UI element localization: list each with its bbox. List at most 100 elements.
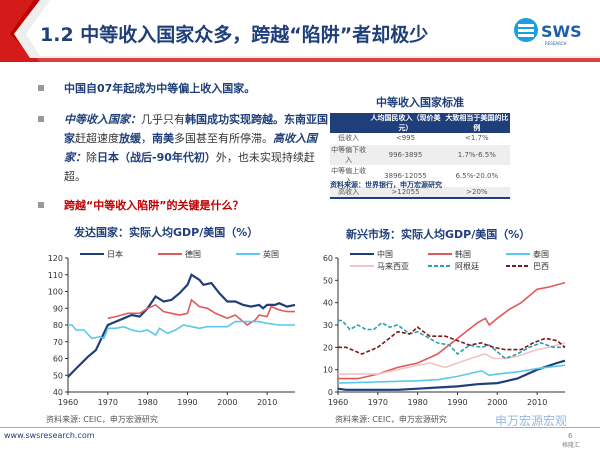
t: 高收入国家： [64,132,317,164]
x-tick-label: 1990 [177,398,197,407]
t: 除 [86,151,97,164]
x-tick-label: 1970 [98,398,118,407]
x-tick-label: 2010 [527,398,547,407]
chart2-source: 资料来源: CEIC，申万宏源研究 [335,415,447,424]
x-tick-label: 1960 [58,398,78,407]
y-tick-label: 30 [323,321,333,330]
chart1-title: 发达国家：实际人均GDP/美国（%） [74,226,259,239]
emerging-chart: 0 10 20 30 40 50 60 1960 1970 1980 1990 2000 2010 中国 韩… [323,249,566,407]
bullet-2: 中等收入国家：几乎只有韩国成功实现跨越。东南亚国家赶超速度放缓，南美多国甚至有所… [38,110,330,186]
y-tick-label: 20 [323,343,333,352]
header-banner [0,0,600,62]
y-tick-label: 40 [53,388,63,397]
table-title: 中等收入国家标准 [376,96,464,109]
y-tick-label: 100 [48,288,63,297]
watermark: 申万宏源宏观 [495,414,568,428]
x-tick-label: 2000 [217,398,237,407]
t: 。 [273,113,284,126]
page-title: 1.2 中等收入国家众多，跨越“陷阱”者却极少 [40,24,429,46]
th: 人均国民收入（现价美元） [367,113,444,133]
bullet-text: 中国自07年起成为中等偏上收入国家。 [64,82,256,95]
t: 南美 [152,132,174,145]
developed-chart: 40 50 60 70 80 90 100 110 120 1960 1970 1980 1990 200… [48,249,296,407]
y-tick-label: 110 [48,271,63,280]
series-line-英国 [68,320,295,340]
x-tick-label: 2000 [487,398,507,407]
t: 东南亚国家 [64,113,328,145]
y-tick-label: 120 [48,254,63,263]
td: <995 [367,133,444,145]
income-standard-table: 人均国民收入（现价美元） 大致相当于美国的比例 低收入 <995 <1.7% 中等偏下… [330,113,510,199]
legend-label: 巴西 [533,262,549,271]
legend-label: 泰国 [533,249,549,259]
series-line-韩国 [338,281,566,380]
legend-label: 中国 [377,249,393,259]
t: 几乎只有 [141,113,185,126]
table-row: 高收入 >12055 >20% [330,186,510,198]
watermark-2: 格隆汇 [562,442,581,449]
t: 外，也未实现持续赶超。 [64,151,315,183]
th [330,113,368,133]
series-line-阿根廷 [338,319,565,360]
y-tick-label: 10 [323,366,333,375]
bullet-square-icon [38,202,44,208]
series-line-德国 [107,298,295,326]
legend-label: 马来西亚 [377,262,409,271]
td: <1.7% [443,133,510,145]
td: >20% [443,186,510,198]
series-line-马来西亚 [338,342,566,375]
td: 6.5%-20.0% [443,165,510,187]
td: 中等偏上收入 [330,165,368,187]
td: >12055 [367,186,444,198]
y-tick-label: 50 [53,371,63,380]
x-tick-label: 1980 [137,398,157,407]
table-row: 中等偏下收入 996-3895 1.7%-6.5% [330,144,510,166]
t: 多国甚至有所停滞。 [174,132,273,145]
svg-text:RESEARCH: RESEARCH [545,41,567,46]
bullet-3: 跨越“中等收入陷阱”的关键是什么？ [38,196,330,215]
bullet-square-icon [38,116,44,122]
chart1-source: 资料来源: CEIC，申万宏源研究 [46,415,158,424]
x-tick-label: 2010 [257,398,277,407]
y-tick-label: 0 [328,388,333,397]
bullet-square-icon [38,85,44,91]
td: 1.7%-6.5% [443,144,510,166]
td: 低收入 [330,133,368,145]
table-row: 中等偏上收入 3896-12055 6.5%-20.0% [330,165,510,187]
x-tick-label: 1970 [368,398,388,407]
y-tick-label: 80 [53,321,63,330]
x-tick-label: 1990 [447,398,467,407]
website-link[interactable]: www.swsresearch.com [4,431,95,440]
t: 日本（战后-90年代初） [97,151,216,164]
y-tick-label: 60 [53,355,63,364]
table-header: 人均国民收入（现价美元） 大致相当于美国的比例 [330,113,510,133]
legend-label: 阿根廷 [455,261,479,271]
y-tick-label: 60 [323,254,333,263]
legend-label: 韩国 [455,249,471,259]
t: 赶超速度 [75,132,119,145]
footer-divider [0,427,600,428]
x-tick-label: 1980 [407,398,427,407]
td: 中等偏下收入 [330,144,368,166]
td: 3896-12055 [367,165,444,187]
series-line-日本 [67,273,296,378]
bullet-text: 跨越“中等收入陷阱”的关键是什么？ [64,199,244,212]
page-number: 6 [568,432,573,440]
chart2-title: 新兴市场：实际人均GDP/美国（%） [346,228,531,241]
x-tick-label: 1960 [328,398,348,407]
table-row: 低收入 <995 <1.7% [330,133,510,145]
y-tick-label: 70 [53,338,63,347]
y-tick-label: 50 [323,276,333,285]
legend-label: 英国 [263,249,279,259]
table-source: 资料来源：世界银行，申万宏源研究 [330,181,442,189]
svg-text:SWS: SWS [541,22,582,41]
t: ， [141,132,152,145]
t: 韩国成功实现跨越 [185,113,273,126]
th: 大致相当于美国的比例 [443,113,510,133]
series-line-巴西 [338,326,566,355]
y-tick-label: 40 [323,299,333,308]
sws-logo: SWS RESEARCH [513,14,583,50]
legend-label: 日本 [107,249,123,259]
y-tick-label: 90 [53,304,63,313]
series-line-泰国 [337,364,566,384]
